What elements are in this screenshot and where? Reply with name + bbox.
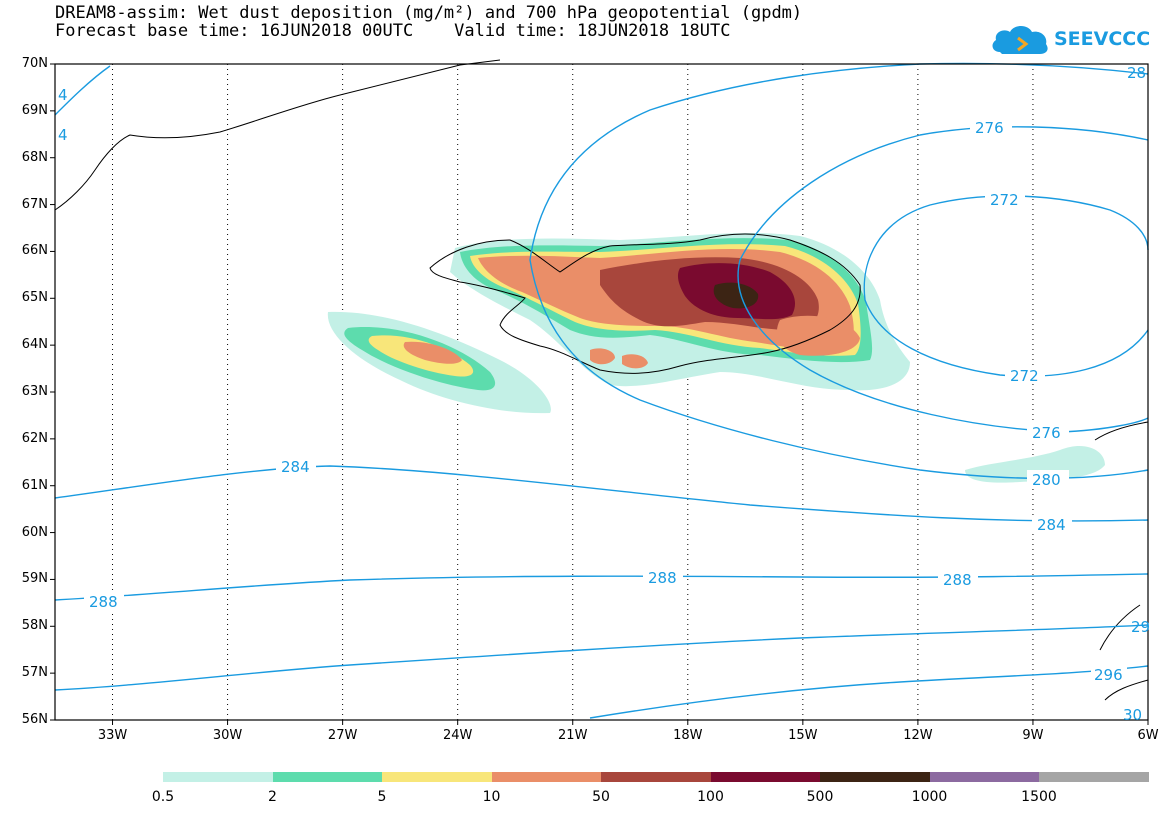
contour-label-272: 272 (1010, 367, 1039, 385)
lon-label: 6W (1137, 728, 1159, 743)
dust-south-spot (590, 348, 615, 365)
colorbar-label: 1500 (1021, 789, 1057, 805)
lat-label: 57N (21, 665, 48, 681)
contour-288 (54, 573, 1149, 601)
contour-292 (54, 624, 1149, 691)
colorbar-swatch (601, 772, 711, 782)
faroe-coast (1094, 421, 1149, 441)
colorbar-label: 500 (806, 789, 834, 805)
contour-label-edge: 4 (58, 86, 68, 104)
lon-label: 27W (327, 728, 358, 743)
contour-labels: 272 272 276 276 280 284 284 288 288 288 … (58, 64, 1150, 724)
contour-label-288: 288 (943, 571, 972, 589)
lon-label: 9W (1022, 728, 1044, 743)
lon-label: 15W (788, 728, 818, 743)
lon-label: 24W (442, 728, 473, 743)
dust-plume-offshore-orange (403, 341, 462, 364)
lat-label: 59N (21, 571, 48, 587)
lon-label: 21W (558, 728, 588, 743)
logo-text: SEEVCCC (1054, 28, 1151, 50)
colorbar-swatch (382, 772, 492, 782)
contour-label-276: 276 (975, 119, 1004, 137)
colorbar-label: 10 (482, 789, 501, 805)
lat-label: 61N (21, 477, 48, 493)
axis-ticks (50, 63, 1149, 725)
cloud-icon (992, 26, 1048, 54)
dust-deposition-field (327, 232, 1105, 483)
scotland-coast (1099, 604, 1149, 701)
greenland-coast (54, 59, 501, 211)
contour-label-288: 288 (648, 569, 677, 587)
dust-south-spot2 (622, 354, 648, 369)
contour-label-29-edge: 29 (1131, 618, 1150, 636)
dust-iceland-dark (713, 282, 759, 309)
colorbar-swatch (1039, 772, 1149, 782)
colorbar-label: 100 (697, 789, 724, 805)
coastlines (54, 59, 1149, 701)
lat-label: 69N (21, 102, 48, 118)
contour-label-276: 276 (1032, 424, 1061, 442)
lat-label: 66N (21, 243, 48, 259)
contour-label-284: 284 (1037, 516, 1066, 534)
lat-label: 64N (21, 337, 48, 353)
colorbar-label: 5 (377, 789, 387, 805)
contour-284 (54, 465, 1149, 522)
lon-label: 12W (903, 728, 933, 743)
lat-label: 56N (21, 712, 48, 727)
iceland-coast (429, 233, 861, 374)
lat-label: 62N (21, 430, 48, 446)
contour-label-edge: 4 (58, 126, 68, 144)
contour-label-280: 280 (1032, 471, 1061, 489)
contour-label-288: 288 (89, 593, 118, 611)
colorbar-label: 0.5 (151, 789, 175, 805)
contour-label-284: 284 (281, 458, 310, 476)
lon-label: 30W (212, 728, 243, 743)
title-line-1: DREAM8-assim: Wet dust deposition (mg/m²… (55, 3, 803, 23)
contour-label-296: 296 (1094, 666, 1123, 684)
lat-label: 70N (21, 56, 48, 71)
dust-faroe-patch (965, 445, 1105, 483)
title-line-2: Forecast base time: 16JUN2018 00UTC Vali… (55, 21, 731, 41)
colorbar-swatch (163, 772, 273, 782)
lat-label: 63N (21, 384, 48, 399)
colorbar-label: 1000 (911, 789, 948, 805)
contour-label-272: 272 (990, 191, 1019, 209)
map-background (55, 64, 1148, 720)
colorbar-swatch (710, 772, 820, 782)
lon-label: 33W (97, 728, 128, 743)
seevccc-logo: SEEVCCC (990, 22, 1150, 58)
lat-label: 67N (21, 196, 48, 212)
lat-label: 68N (21, 149, 48, 165)
contour-label-30-edge: 30 (1123, 706, 1142, 724)
colorbar-label: 50 (592, 789, 610, 805)
lat-label: 60N (21, 524, 48, 540)
colorbar-swatch (820, 772, 930, 782)
colorbar-label: 2 (268, 789, 277, 805)
colorbar-swatch (491, 772, 601, 782)
lat-label: 58N (21, 618, 48, 634)
contour-296 (589, 665, 1149, 719)
contour-label-28-edge: 28 (1127, 64, 1146, 82)
contour-284-nw (54, 65, 111, 116)
lon-label: 18W (673, 728, 703, 743)
colorbar-swatch (929, 772, 1039, 782)
lat-label: 65N (21, 290, 48, 306)
colorbar-swatch (272, 772, 382, 782)
